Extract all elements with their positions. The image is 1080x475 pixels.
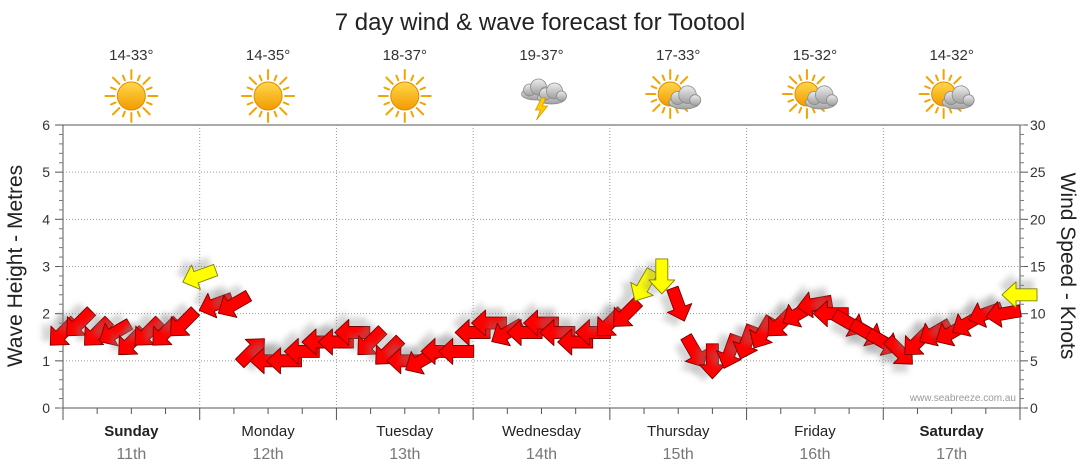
y-tick-left: 1 <box>42 353 50 369</box>
y-tick-right: 20 <box>1030 211 1046 227</box>
y-tick-right: 0 <box>1030 400 1038 416</box>
y-tick-right: 10 <box>1030 306 1046 322</box>
day-date-label: 16th <box>799 446 830 463</box>
day-date-label: 17th <box>936 446 967 463</box>
wind-arrow <box>176 257 219 290</box>
y-tick-left: 2 <box>42 306 50 322</box>
credit-text: www.seabreeze.com.au <box>909 393 1016 404</box>
day-date-label: 14th <box>526 446 557 463</box>
day-date-label: 13th <box>389 446 420 463</box>
y-tick-left: 0 <box>42 400 50 416</box>
day-temperature: 17-33° <box>656 47 700 64</box>
wind-arrow <box>639 258 676 297</box>
day-date-label: 15th <box>663 446 694 463</box>
partly-cloudy-icon <box>645 69 702 119</box>
day-name-label: Friday <box>794 423 836 440</box>
y-tick-right: 15 <box>1030 259 1046 275</box>
day-name-label: Sunday <box>104 423 159 440</box>
wind-arrow <box>211 284 253 318</box>
day-name-label: Thursday <box>647 423 710 440</box>
day-temperature: 14-35° <box>246 47 290 64</box>
wind-arrow <box>162 302 201 337</box>
weather-row: 14-33° 14-35° 18-37° 19-37° 17-33° 15-32° 14-3… <box>104 47 975 123</box>
y-tick-left: 6 <box>42 117 50 133</box>
sunny-icon <box>104 69 159 123</box>
y-tick-left: 5 <box>42 164 50 180</box>
y-tick-right: 5 <box>1030 353 1038 369</box>
day-temperature: 19-37° <box>519 47 563 64</box>
day-labels: Sunday 11th Monday 12th Tuesday 13th Wednesday… <box>104 423 984 463</box>
wind-arrow <box>659 285 693 328</box>
day-name-label: Wednesday <box>502 423 581 440</box>
sunny-icon <box>377 69 432 123</box>
chart-title: 7 day wind & wave forecast for Tootool <box>335 9 745 36</box>
y-tick-left: 4 <box>42 211 50 227</box>
day-temperature: 18-37° <box>383 47 427 64</box>
y-axis-right-title: Wind Speed - Knots <box>1056 173 1079 360</box>
y-tick-right: 30 <box>1030 117 1046 133</box>
day-date-label: 12th <box>253 446 284 463</box>
y-axis-left-title: Wave Height - Metres <box>4 165 27 367</box>
y-tick-right: 25 <box>1030 164 1046 180</box>
wind-arrow <box>810 291 849 328</box>
day-name-label: Saturday <box>920 423 985 440</box>
day-name-label: Tuesday <box>376 423 433 440</box>
wind-arrow <box>999 272 1038 309</box>
day-temperature: 14-32° <box>929 47 973 64</box>
sunny-icon <box>241 69 296 123</box>
wind-arrow <box>605 293 644 327</box>
day-name-label: Monday <box>241 423 295 440</box>
wind-arrow <box>435 329 475 365</box>
y-tick-left: 3 <box>42 259 50 275</box>
partly-cloudy-icon <box>918 69 975 119</box>
day-date-label: 11th <box>116 446 146 463</box>
wind-arrows <box>41 257 1038 382</box>
day-temperature: 15-32° <box>793 47 837 64</box>
partly-cloudy-icon <box>781 69 838 119</box>
day-temperature: 14-33° <box>109 47 153 64</box>
storm-icon <box>521 78 567 121</box>
